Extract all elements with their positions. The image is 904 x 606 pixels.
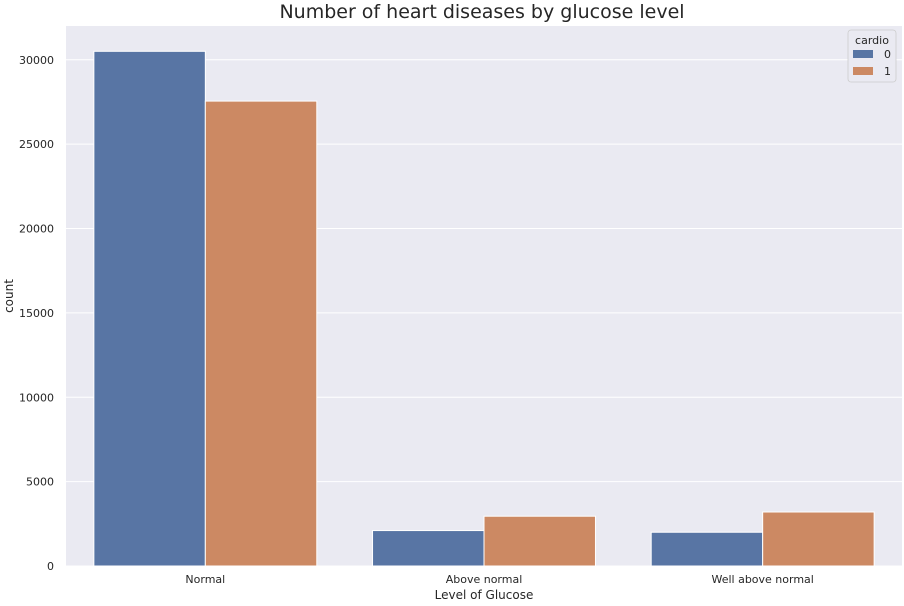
chart-title: Number of heart diseases by glucose leve…: [279, 1, 684, 23]
bar-well-above-normal-cardio-0: [650, 531, 764, 567]
x-tick-labels: Normal Above normal Well above normal: [185, 573, 813, 586]
y-axis-label: count: [2, 279, 16, 313]
x-axis-label: Level of Glucose: [435, 588, 534, 602]
y-tick-labels: 0 5000 10000 15000 20000 25000 30000: [19, 54, 54, 573]
legend-label-1: 1: [884, 65, 891, 78]
x-tick-label: Above normal: [446, 573, 523, 586]
y-tick-label: 25000: [19, 138, 54, 151]
legend: cardio 0 1: [847, 29, 897, 83]
legend-title: cardio: [855, 34, 889, 47]
y-tick-label: 30000: [19, 54, 54, 67]
y-tick-label: 5000: [26, 476, 54, 489]
x-tick-label: Well above normal: [711, 573, 813, 586]
bar-normal-cardio-0: [93, 50, 206, 567]
bar-above-normal-cardio-1: [483, 515, 596, 567]
legend-label-0: 0: [884, 48, 891, 61]
bar-normal-cardio-1: [204, 100, 318, 567]
y-tick-label: 0: [47, 560, 54, 573]
x-tick-label: Normal: [185, 573, 225, 586]
y-tick-label: 15000: [19, 307, 54, 320]
bars: [93, 50, 875, 567]
bar-well-above-normal-cardio-1: [762, 511, 875, 567]
y-tick-label: 10000: [19, 391, 54, 404]
y-tick-label: 20000: [19, 223, 54, 236]
bar-above-normal-cardio-0: [372, 530, 485, 567]
legend-swatch-1: [853, 67, 873, 75]
legend-swatch-0: [853, 50, 873, 58]
